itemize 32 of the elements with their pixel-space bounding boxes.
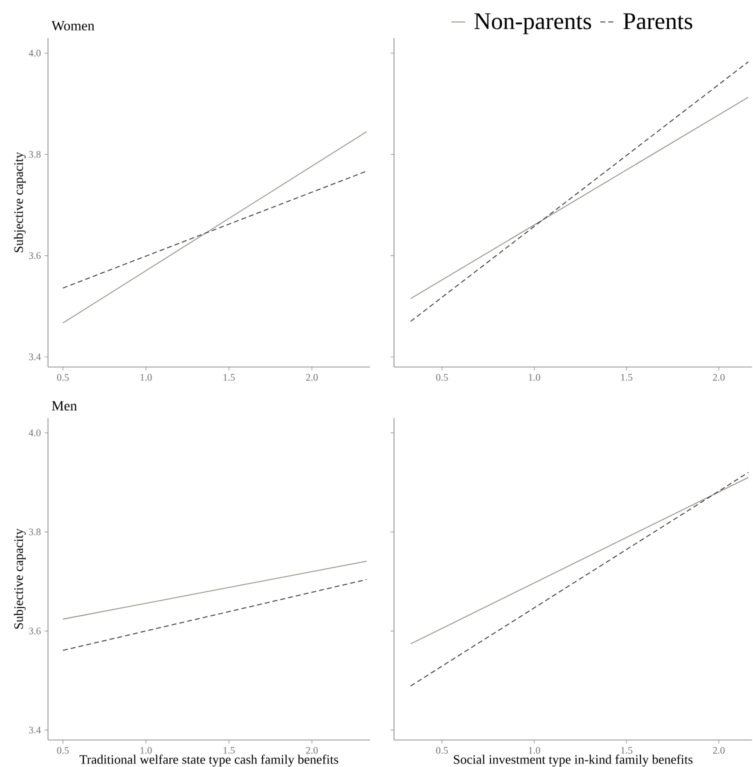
y-tick-label: 3.8	[29, 528, 41, 536]
y-axis-title: Subjective capacity	[14, 152, 26, 252]
chart-title: Men	[52, 401, 77, 410]
x-tick-label: 1.5	[224, 374, 235, 381]
x-tick-label: 2.0	[713, 374, 725, 381]
chart-title: Women	[52, 21, 94, 30]
y-tick-label: 3.6	[29, 628, 41, 634]
x-tick-label: 1.0	[528, 747, 540, 754]
x-tick-label: 2.0	[306, 747, 318, 754]
legend-label: Parents	[623, 13, 692, 30]
y-tick-label: 3.4	[29, 726, 41, 734]
x-tick-label: 1.0	[140, 747, 152, 754]
x-tick-label: 1.5	[224, 747, 235, 754]
y-axis-title: Subjective capacity	[14, 528, 26, 629]
x-tick-label: 1.5	[621, 374, 632, 381]
y-tick-label: 4.0	[28, 429, 41, 436]
x-tick-label: 2.0	[713, 747, 725, 754]
x-tick-label: 0.5	[57, 374, 69, 381]
y-tick-label: 3.4	[29, 354, 41, 360]
x-tick-label: 0.5	[436, 747, 448, 754]
x-axis-title: Traditional welfare state type cash family benefits	[80, 754, 338, 767]
x-tick-label: 1.5	[621, 747, 632, 754]
x-tick-label: 1.0	[140, 374, 152, 381]
x-tick-label: 0.5	[57, 747, 69, 754]
x-tick-label: 2.0	[306, 374, 318, 381]
x-tick-label: 0.5	[436, 374, 448, 381]
legend-label: Non-parents	[474, 13, 592, 34]
x-axis-title: Social investment type in-kind family benefits	[454, 754, 693, 767]
y-tick-label: 4.0	[28, 50, 41, 57]
x-tick-label: 1.0	[528, 374, 540, 381]
y-tick-label: 3.6	[29, 252, 41, 260]
y-tick-label: 3.8	[29, 151, 41, 158]
